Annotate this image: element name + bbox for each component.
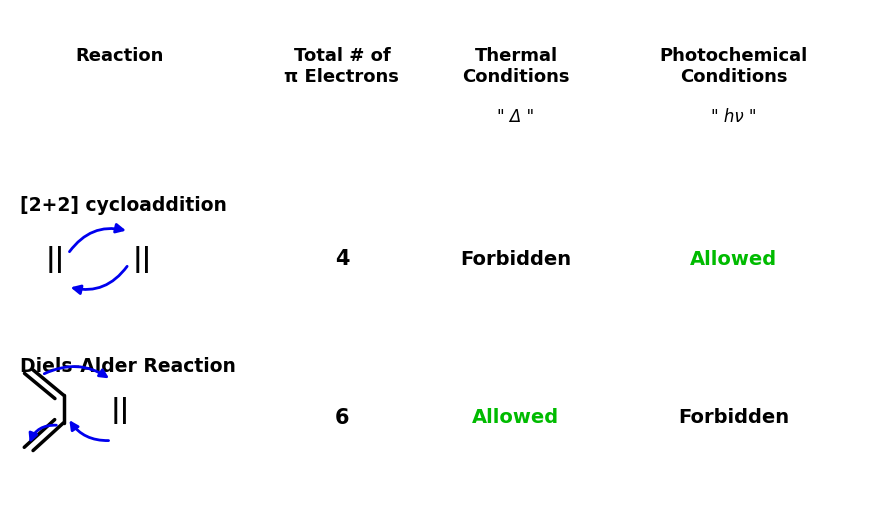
Text: ||: || <box>110 397 130 424</box>
Text: " hν ": " hν " <box>711 108 756 126</box>
Text: Forbidden: Forbidden <box>461 250 572 268</box>
Text: 6: 6 <box>335 408 349 428</box>
Text: [2+2] cycloaddition: [2+2] cycloaddition <box>20 196 227 215</box>
Text: Allowed: Allowed <box>472 408 560 427</box>
Text: 4: 4 <box>335 249 349 269</box>
Text: ||: || <box>45 246 65 272</box>
Text: Thermal
Conditions: Thermal Conditions <box>462 47 569 86</box>
Text: ||: || <box>133 246 151 272</box>
Text: Allowed: Allowed <box>690 250 777 268</box>
Text: Diels-Alder Reaction: Diels-Alder Reaction <box>20 357 236 376</box>
Text: Reaction: Reaction <box>76 47 164 65</box>
Text: Total # of
π Electrons: Total # of π Electrons <box>285 47 400 86</box>
Text: " Δ ": " Δ " <box>498 108 535 126</box>
Text: Photochemical
Conditions: Photochemical Conditions <box>659 47 808 86</box>
Text: Forbidden: Forbidden <box>678 408 789 427</box>
